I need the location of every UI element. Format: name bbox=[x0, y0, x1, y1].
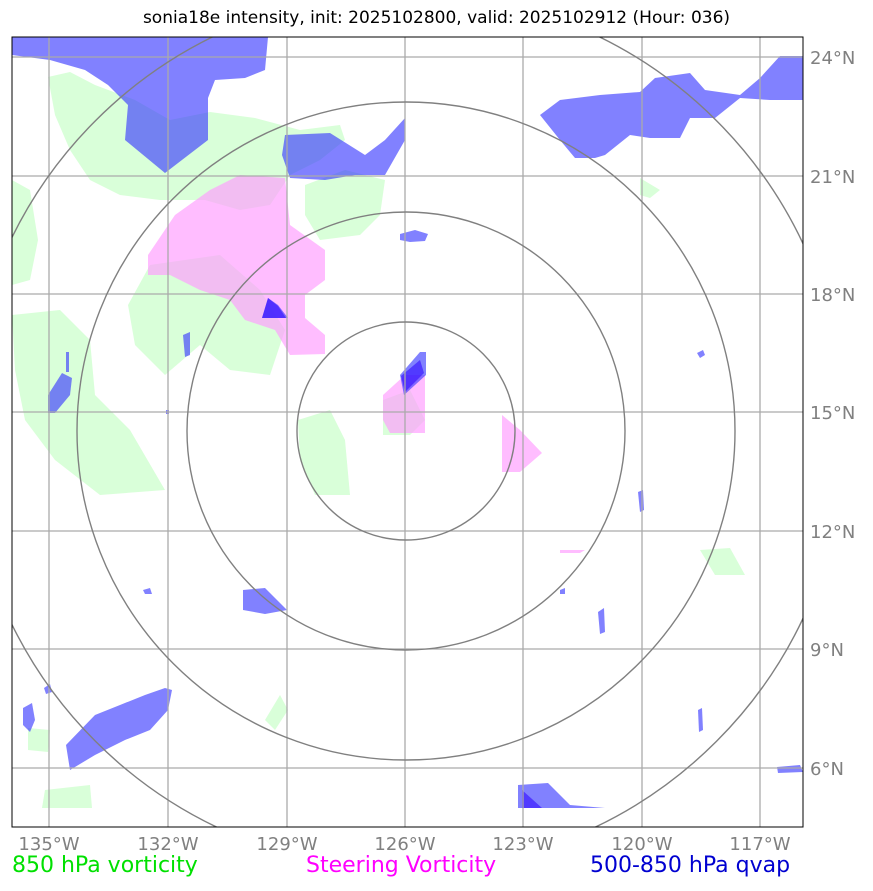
qvap-region bbox=[638, 490, 644, 512]
qvap-region bbox=[518, 783, 605, 808]
vorticity-850-region bbox=[265, 695, 288, 730]
qvap-region bbox=[44, 684, 52, 694]
vorticity-850-region bbox=[640, 178, 660, 198]
lon-tick-label: 132°W bbox=[137, 834, 198, 855]
qvap-region bbox=[698, 708, 703, 732]
steering-vorticity-fields bbox=[148, 175, 585, 553]
lat-tick-label: 21°N bbox=[810, 167, 855, 188]
vorticity-850-region bbox=[305, 170, 385, 240]
overlap-region bbox=[522, 790, 542, 808]
qvap-region bbox=[48, 373, 72, 413]
overlap-highlights bbox=[262, 298, 542, 808]
overlap-region bbox=[262, 298, 286, 318]
qvap-region bbox=[598, 608, 605, 634]
steering-vorticity-region bbox=[560, 550, 585, 553]
vorticity-850-region bbox=[12, 180, 38, 285]
map-title: sonia18e intensity, init: 2025102800, va… bbox=[142, 8, 731, 28]
lon-tick-labels: 135°W 132°W 129°W 126°W 123°W 120°W 117°… bbox=[18, 834, 790, 855]
lon-tick-label: 129°W bbox=[256, 834, 317, 855]
qvap-region bbox=[697, 350, 705, 358]
range-ring bbox=[76, 101, 736, 761]
qvap-region bbox=[66, 688, 172, 770]
range-ring bbox=[186, 211, 626, 651]
steering-vorticity-region bbox=[502, 415, 542, 472]
lon-tick-label: 126°W bbox=[374, 834, 435, 855]
qvap-region bbox=[143, 588, 152, 594]
lat-tick-label: 9°N bbox=[810, 640, 844, 661]
qvap-region bbox=[183, 332, 190, 357]
vorticity-850-region bbox=[700, 548, 745, 575]
overlap-region bbox=[401, 360, 424, 392]
range-rings bbox=[12, 37, 803, 827]
legend-850-vorticity: 850 hPa vorticity bbox=[12, 853, 198, 878]
lon-tick-label: 135°W bbox=[18, 834, 79, 855]
steering-vorticity-region bbox=[383, 375, 425, 433]
legend-qvap: 500-850 hPa qvap bbox=[590, 853, 791, 878]
vorticity-850-region bbox=[28, 728, 50, 752]
lat-lon-grid bbox=[12, 37, 803, 827]
lat-tick-label: 18°N bbox=[810, 285, 855, 306]
legend-steering-vorticity: Steering Vorticity bbox=[306, 853, 497, 878]
lat-tick-label: 15°N bbox=[810, 403, 855, 424]
qvap-region bbox=[66, 352, 69, 372]
vorticity-850-region bbox=[12, 310, 165, 495]
qvap-region bbox=[282, 118, 405, 180]
plot-frame bbox=[11, 36, 804, 828]
lon-tick-label: 120°W bbox=[611, 834, 672, 855]
vorticity-850-region bbox=[298, 410, 350, 495]
qvap-region bbox=[560, 588, 565, 594]
vorticity-850-fields bbox=[12, 72, 745, 808]
map-plot-area bbox=[12, 37, 803, 827]
lon-tick-label: 123°W bbox=[492, 834, 553, 855]
qvap-region bbox=[12, 37, 268, 173]
qvap-region bbox=[400, 230, 428, 242]
qvap-region bbox=[540, 56, 803, 158]
lat-tick-label: 6°N bbox=[810, 759, 844, 780]
vorticity-850-region bbox=[42, 785, 92, 808]
qvap-region bbox=[23, 703, 35, 732]
lon-tick-label: 117°W bbox=[729, 834, 790, 855]
lat-tick-label: 12°N bbox=[810, 522, 855, 543]
range-ring bbox=[296, 321, 516, 541]
lat-tick-label: 24°N bbox=[810, 48, 855, 69]
lat-tick-labels: 24°N 21°N 18°N 15°N 12°N 9°N 6°N bbox=[810, 48, 855, 780]
qvap-region bbox=[777, 765, 803, 773]
